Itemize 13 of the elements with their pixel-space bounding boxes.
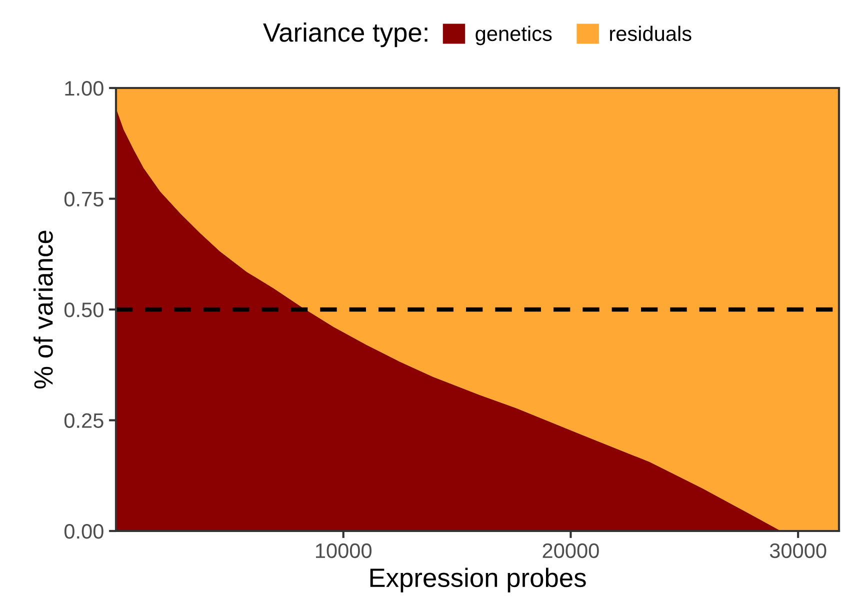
legend-label: genetics <box>476 26 552 46</box>
x-tick-label: 20000 <box>542 543 599 558</box>
x-tick-label: 10000 <box>316 543 372 558</box>
y-tick-label: 1.00 <box>65 81 104 96</box>
legend-title: Variance type: <box>263 22 428 48</box>
x-axis-title: Expression probes <box>370 568 586 592</box>
y-tick-label: 0.50 <box>64 302 104 318</box>
y-axis-title: % of variance <box>33 230 53 388</box>
legend-label: residuals <box>610 26 692 42</box>
x-tick-label: 30000 <box>770 543 826 558</box>
y-tick-label: 0.25 <box>64 413 104 428</box>
y-tick-label: 0.75 <box>64 192 104 207</box>
y-tick-label: 0.00 <box>64 524 104 539</box>
